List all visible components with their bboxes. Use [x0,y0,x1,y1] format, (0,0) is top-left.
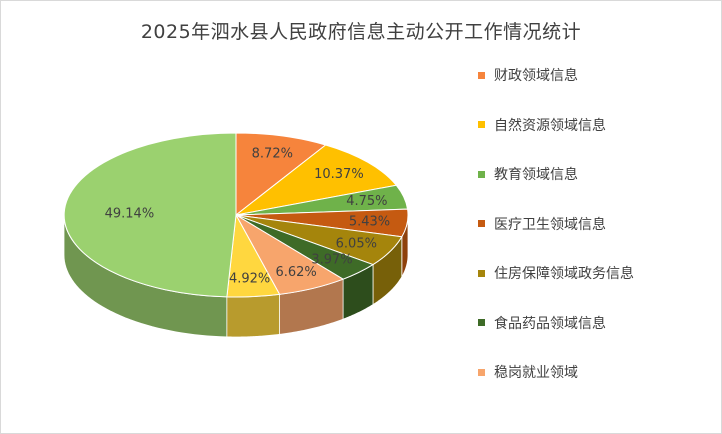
legend-swatch-4 [478,269,485,277]
data-label-5: 3.97% [311,253,352,268]
pie-slice-1 [235,144,398,216]
legend-swatch-5 [478,319,485,326]
legend-swatch-0 [478,71,485,79]
legend-swatch-6 [478,368,485,376]
legend-swatch-1 [478,121,485,128]
data-label-7: 4.92% [229,272,270,287]
legend-swatch-3 [478,220,485,227]
legend-item-5: 食品药品领域信息 [478,309,718,359]
legend-label-3: 医疗卫生领域信息 [494,216,606,233]
legend-item-2: 教育领域信息 [478,160,718,210]
legend-item-4: 住房保障领域政务信息 [478,259,718,309]
data-label-4: 6.05% [336,236,377,251]
legend-item-0: 财政领域信息 [478,61,718,111]
legend-label-4: 住房保障领域政务信息 [494,266,634,282]
data-label-3: 5.43% [349,214,390,229]
pie-side-7 [226,293,280,338]
data-label-6: 6.62% [275,265,316,280]
data-label-8: 49.14% [105,207,155,222]
chart-title: 2025年泗水县人民政府信息主动公开工作情况统计 [140,21,582,43]
legend-label-1: 自然资源领域信息 [494,117,606,134]
data-label-0: 8.72% [252,146,293,161]
legend-item-3: 医疗卫生领域信息 [478,210,718,260]
legend-label-5: 食品药品领域信息 [494,315,606,332]
legend-label-2: 教育领域信息 [494,167,578,183]
pie-data-labels: 8.72% 10.37% 4.75% 5.43% 6.05% 3.97%6.62% 4.92… [105,146,391,286]
data-label-1: 10.37% [314,167,364,182]
legend-label-0: 财政领域信息 [494,68,578,84]
legend-swatch-2 [478,170,485,178]
legend-label-6: 稳岗就业领域 [494,365,578,381]
pie-top-faces [63,132,409,298]
data-label-2: 4.75% [346,194,387,209]
pie-slice-8 [63,132,237,298]
legend: 财政领域信息自然资源领域信息 教育领域信息医疗卫生领域信息住房保障领域政务信息 食品… [478,61,718,408]
legend-item-1: 自然资源领域信息 [478,111,718,161]
pie-slice-0 [235,132,327,217]
legend-item-6: 稳岗就业领域 [478,358,718,408]
